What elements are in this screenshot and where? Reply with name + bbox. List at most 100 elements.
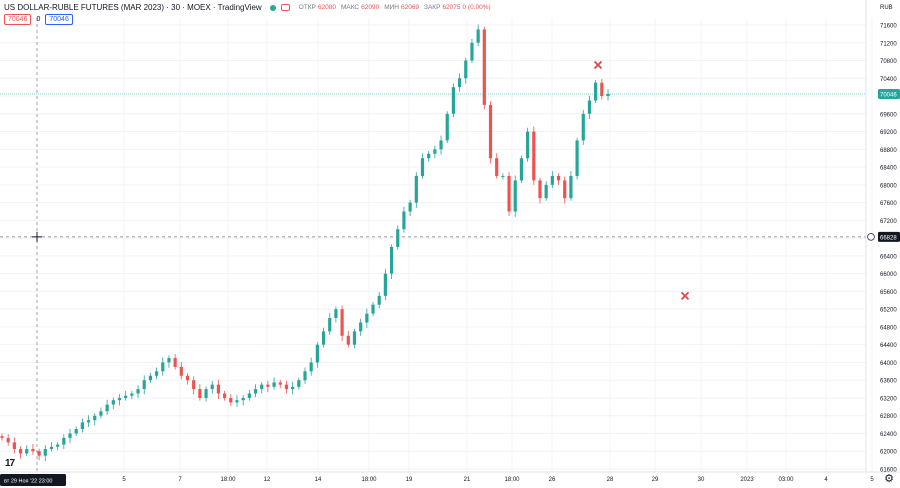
candle [117, 394, 122, 406]
candle-body [352, 331, 357, 345]
time-tick-label: 4 [824, 477, 828, 483]
candle [581, 110, 585, 145]
indicator-box-left[interactable]: 70046 [4, 14, 32, 25]
candle-body [451, 87, 456, 114]
candle [451, 83, 456, 118]
price-tick-label: 67600 [880, 201, 897, 207]
close-value: 62075 [442, 4, 461, 11]
indicator-values: 70046 0 70046 [4, 14, 73, 25]
price-tick-label: 68800 [880, 148, 897, 154]
candle-body [74, 429, 78, 434]
candle-body [216, 384, 221, 394]
candle-body [334, 309, 338, 319]
candle-body [519, 158, 524, 181]
candle [532, 126, 536, 185]
candle-body [594, 82, 598, 101]
high-value: 62090 [361, 4, 380, 11]
price-tick-label: 71200 [880, 41, 897, 47]
candle [569, 171, 573, 201]
candle-body [569, 175, 573, 199]
candle [68, 428, 72, 444]
candle-body [309, 362, 313, 372]
currency-label: RUB [880, 5, 893, 11]
price-tick-label: 63200 [880, 396, 897, 402]
candle-body [600, 82, 604, 97]
candlestick-series [0, 24, 610, 462]
low-value: 62069 [400, 4, 420, 11]
candle-body [229, 397, 233, 403]
candle [377, 292, 381, 309]
candle [247, 389, 251, 401]
tradingview-logo-icon[interactable]: 17 [5, 458, 15, 469]
candle-body [210, 384, 214, 390]
price-tick-label: 62000 [880, 450, 897, 456]
time-tick-label: 21 [464, 477, 471, 483]
candle [457, 73, 462, 92]
crosshair-price-badge [878, 231, 900, 242]
candle [43, 445, 47, 462]
candle-body [433, 149, 437, 154]
crosshair-price-label: 66828 [880, 235, 897, 241]
candle-body [383, 273, 387, 296]
candle-body [396, 229, 400, 247]
candle [501, 173, 505, 180]
candle-body [37, 451, 41, 456]
candle-body [587, 100, 592, 114]
candle-body [154, 371, 159, 376]
candle-body [550, 175, 554, 185]
candle-body [538, 180, 542, 199]
price-tick-label: 61600 [880, 468, 897, 474]
candle [185, 373, 190, 385]
candle-body [117, 397, 122, 401]
candle [56, 441, 60, 451]
candle-body [49, 446, 54, 450]
candle [111, 397, 115, 410]
price-tick-label: 69200 [880, 130, 897, 136]
candle-body [148, 375, 153, 381]
candle [346, 330, 350, 348]
plus-circle-icon [867, 233, 875, 241]
price-tick-label: 64800 [880, 325, 897, 331]
candle-body [377, 295, 381, 305]
candle [526, 127, 530, 162]
candle [556, 173, 561, 185]
high-label: МАКС [340, 4, 360, 11]
candle-body [346, 335, 350, 345]
candle [427, 151, 431, 162]
candle [303, 367, 307, 384]
price-tick-label: 70400 [880, 77, 897, 83]
candle-body [340, 309, 344, 336]
price-tick-label: 64400 [880, 343, 897, 349]
visibility-icon[interactable] [280, 4, 290, 11]
price-tick-label: 68400 [880, 166, 897, 172]
candle [594, 80, 598, 104]
symbol-title[interactable]: US DOLLAR-RUBLE FUTURES (MAR 2023) · 30 … [4, 3, 262, 12]
candle [216, 379, 221, 399]
time-tick-label: 12 [264, 477, 271, 483]
time-tick-label: 5 [870, 477, 874, 483]
candle-body [420, 158, 425, 176]
candle [204, 386, 208, 402]
candle [260, 381, 264, 394]
price-tick-label: 66400 [880, 254, 897, 260]
candle-body [111, 400, 115, 405]
candle-body [501, 175, 505, 177]
candle-body [266, 384, 270, 387]
candle-body [402, 211, 406, 230]
candle [402, 206, 406, 233]
indicator-box-right[interactable]: 70046 [45, 14, 73, 25]
candle-body [581, 113, 585, 141]
candle [389, 244, 394, 279]
candle [223, 390, 227, 401]
time-scale: 5 7 18:00 12 14 18:00 19 21 18:00 26 28 29 30 2023 03:… [0, 471, 900, 486]
candle-body [291, 386, 295, 390]
candle-body [25, 449, 29, 454]
last-price-badge [878, 88, 900, 99]
candle [600, 78, 604, 100]
candle-body [161, 362, 165, 372]
gear-icon[interactable]: ⚙ [884, 473, 894, 485]
time-tick-label: 2023 [740, 477, 754, 483]
candle [284, 380, 289, 394]
candle-body [130, 393, 134, 396]
